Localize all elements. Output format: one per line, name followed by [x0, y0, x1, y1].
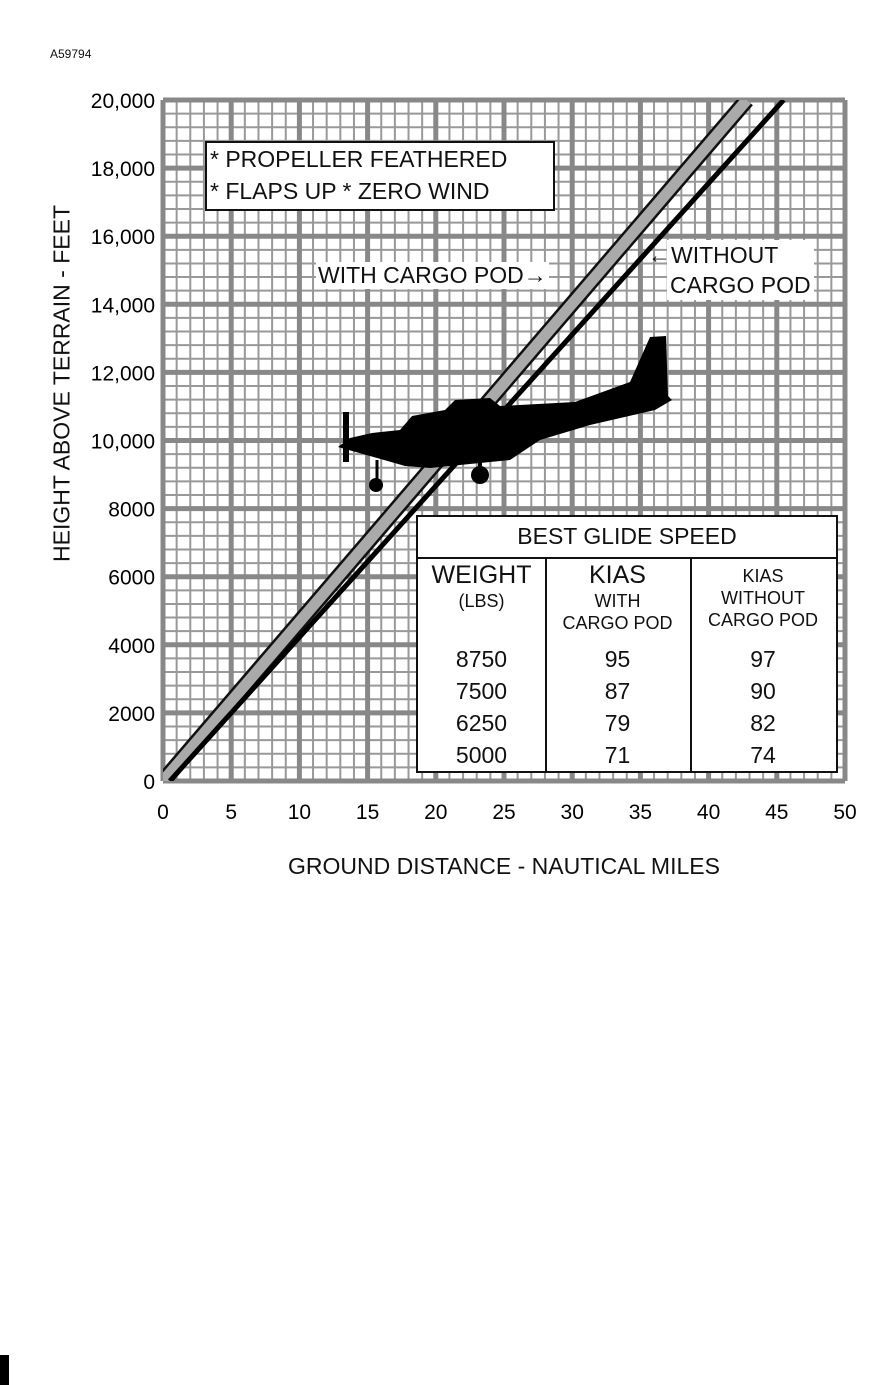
x-axis-label: GROUND DISTANCE - NAUTICAL MILES	[288, 853, 720, 879]
kias-with-column: KIAS WITH CARGO POD 95 87 79 71	[545, 557, 692, 771]
x-tick-label: 20	[424, 801, 447, 824]
x-tick-label: 5	[225, 801, 237, 824]
column-header: WEIGHT	[431, 561, 532, 589]
x-tick-label: 15	[356, 801, 379, 824]
y-tick-label: 16,000	[91, 226, 155, 249]
column-subheader: CARGO POD	[707, 610, 818, 630]
table-cell: 79	[604, 710, 631, 736]
y-tick-label: 6000	[108, 567, 155, 590]
table-cell: 95	[604, 646, 631, 672]
y-tick-label: 4000	[108, 635, 155, 658]
table-cell: 7500	[455, 678, 508, 704]
arrow-icon: ←	[648, 242, 671, 268]
y-tick-label: 0	[143, 771, 155, 794]
condition-line: * FLAPS UP * ZERO WIND	[210, 178, 490, 204]
column-subheader: WITH	[594, 591, 641, 611]
column-header: KIAS	[589, 561, 646, 589]
without-label-text: WITHOUT	[671, 242, 779, 268]
nose-wheel	[369, 478, 383, 492]
propeller-icon	[343, 412, 349, 462]
x-tick-label: 25	[492, 801, 515, 824]
table-cell: 6250	[455, 710, 508, 736]
x-tick-label: 0	[157, 801, 169, 824]
table-cell: 8750	[455, 646, 508, 672]
y-tick-label: 14,000	[91, 294, 155, 317]
without-label-line: ←WITHOUT	[648, 240, 811, 270]
x-tick-label: 35	[629, 801, 652, 824]
condition-line: * PROPELLER FEATHERED	[210, 146, 508, 172]
x-tick-label: 30	[561, 801, 584, 824]
column-subheader: WITHOUT	[721, 588, 805, 608]
with-label-text: WITH CARGO POD	[318, 262, 524, 288]
table-cell: 97	[750, 646, 776, 672]
table-cell: 87	[604, 678, 631, 704]
weight-column: WEIGHT (LBS) 8750 7500 6250 5000	[418, 557, 547, 771]
kias-with-values: 95 87 79 71	[545, 643, 690, 771]
kias-without-column: KIAS WITHOUT CARGO POD 97 90 82 74	[690, 557, 836, 771]
column-subheader: (LBS)	[458, 591, 505, 611]
table-title: BEST GLIDE SPEED	[418, 517, 836, 559]
y-tick-label: 8000	[108, 499, 155, 522]
corner-mark	[0, 1355, 9, 1385]
chart-plot: 0 5 10 15 20 25 30 35 40 45 50 0 2000 4000 6000 8000 10,…	[91, 90, 857, 824]
x-tick-label: 10	[288, 801, 311, 824]
conditions-note: * PROPELLER FEATHERED * FLAPS UP * ZERO …	[205, 141, 555, 211]
x-tick-label: 45	[765, 801, 788, 824]
column-subheader: CARGO POD	[562, 613, 673, 633]
best-glide-speed-table: BEST GLIDE SPEED WEIGHT (LBS) 8750 7500 62…	[416, 515, 838, 773]
table-cell: 71	[604, 742, 631, 768]
figure-id: A59794	[50, 47, 92, 61]
table-cell: 90	[750, 678, 776, 704]
without-label-line: CARGO POD	[670, 272, 811, 298]
x-tick-label: 50	[833, 801, 856, 824]
without-cargo-pod-label: ←WITHOUT CARGO POD	[648, 240, 814, 300]
airplane-silhouette	[338, 336, 672, 468]
table-cell: 74	[750, 742, 776, 768]
weight-values: 8750 7500 6250 5000	[418, 643, 545, 771]
y-tick-label: 18,000	[91, 158, 155, 181]
x-tick-label: 40	[697, 801, 720, 824]
y-tick-label: 10,000	[91, 431, 155, 454]
y-axis-label: HEIGHT ABOVE TERRAIN - FEET	[48, 205, 75, 562]
with-cargo-pod-label: WITH CARGO POD→	[316, 262, 549, 289]
y-tick-label: 2000	[108, 703, 155, 726]
table-cell: 82	[750, 710, 776, 736]
column-header: KIAS	[742, 566, 784, 586]
y-tick-label: 12,000	[91, 362, 155, 385]
table-cell: 5000	[455, 742, 508, 768]
arrow-icon: →	[523, 262, 547, 288]
kias-without-values: 97 90 82 74	[690, 643, 836, 771]
y-tick-label: 20,000	[91, 90, 155, 113]
main-wheel	[471, 466, 489, 484]
